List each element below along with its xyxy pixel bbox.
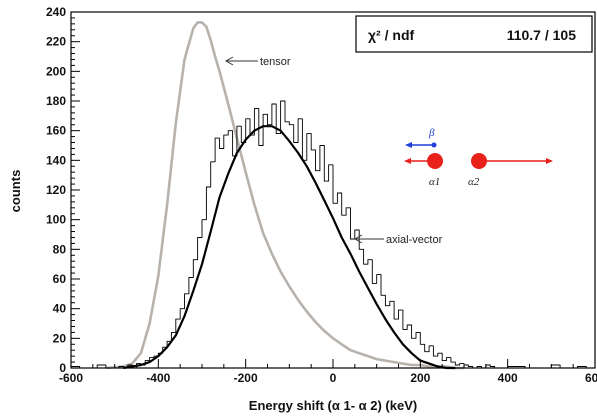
- alpha1-particle: [427, 153, 443, 169]
- beta-dot: [431, 142, 437, 148]
- annotation-tensor: tensor: [224, 56, 291, 68]
- x-tick-label: 600: [585, 371, 597, 385]
- y-tick-label: 20: [53, 331, 67, 345]
- alpha1-label: α1: [429, 176, 440, 188]
- x-tick-label: 200: [410, 371, 430, 385]
- axial-vector-label: axial-vector: [386, 234, 443, 246]
- y-tick-label: 80: [53, 242, 67, 256]
- stats-box-frame: [355, 15, 593, 53]
- series-tensor: [105, 21, 464, 370]
- y-tick-label: 200: [46, 64, 66, 78]
- y-tick-label: 40: [53, 302, 67, 316]
- alpha2-arrow-head: [546, 158, 553, 164]
- y-tick-label: 100: [46, 213, 66, 227]
- y-tick-label: 240: [46, 5, 66, 19]
- decay-inset: β α1 α2: [404, 127, 553, 188]
- beta-arrow-head: [405, 142, 412, 148]
- y-tick-label: 120: [46, 183, 66, 197]
- x-tick-label: 400: [498, 371, 518, 385]
- alpha2-particle: [471, 153, 487, 169]
- x-tick-label: -200: [234, 371, 258, 385]
- x-tick-label: -600: [59, 371, 83, 385]
- series-axial-vector: [123, 125, 456, 370]
- tensor-label: tensor: [260, 56, 291, 68]
- ticks-layer: -600 -400 -200 0 200 400 600 0 20 40 60 80 100 120 140…: [46, 5, 597, 385]
- tensor-arrow-head: [224, 56, 234, 66]
- axial-vector-arrow-head: [353, 234, 363, 244]
- y-tick-label: 180: [46, 94, 66, 108]
- y-tick-label: 160: [46, 124, 66, 138]
- beta-label: β: [428, 127, 435, 139]
- y-tick-label: 140: [46, 153, 66, 167]
- chi2-label: χ² / ndf: [368, 27, 414, 43]
- x-tick-label: 0: [330, 371, 337, 385]
- y-tick-label: 0: [59, 361, 66, 375]
- y-tick-label: 60: [53, 272, 67, 286]
- alpha2-label: α2: [468, 176, 480, 188]
- annotation-axial-vector: axial-vector: [353, 234, 443, 246]
- stats-box: χ² / ndf 110.7 / 105: [355, 15, 593, 53]
- alpha1-arrow-head: [404, 158, 411, 164]
- y-axis-title: counts: [8, 170, 23, 213]
- x-axis-title: Energy shift (α 1- α 2) (keV): [249, 398, 417, 413]
- y-tick-label: 220: [46, 35, 66, 49]
- x-tick-label: -400: [146, 371, 170, 385]
- chi2-value: 110.7 / 105: [507, 27, 577, 43]
